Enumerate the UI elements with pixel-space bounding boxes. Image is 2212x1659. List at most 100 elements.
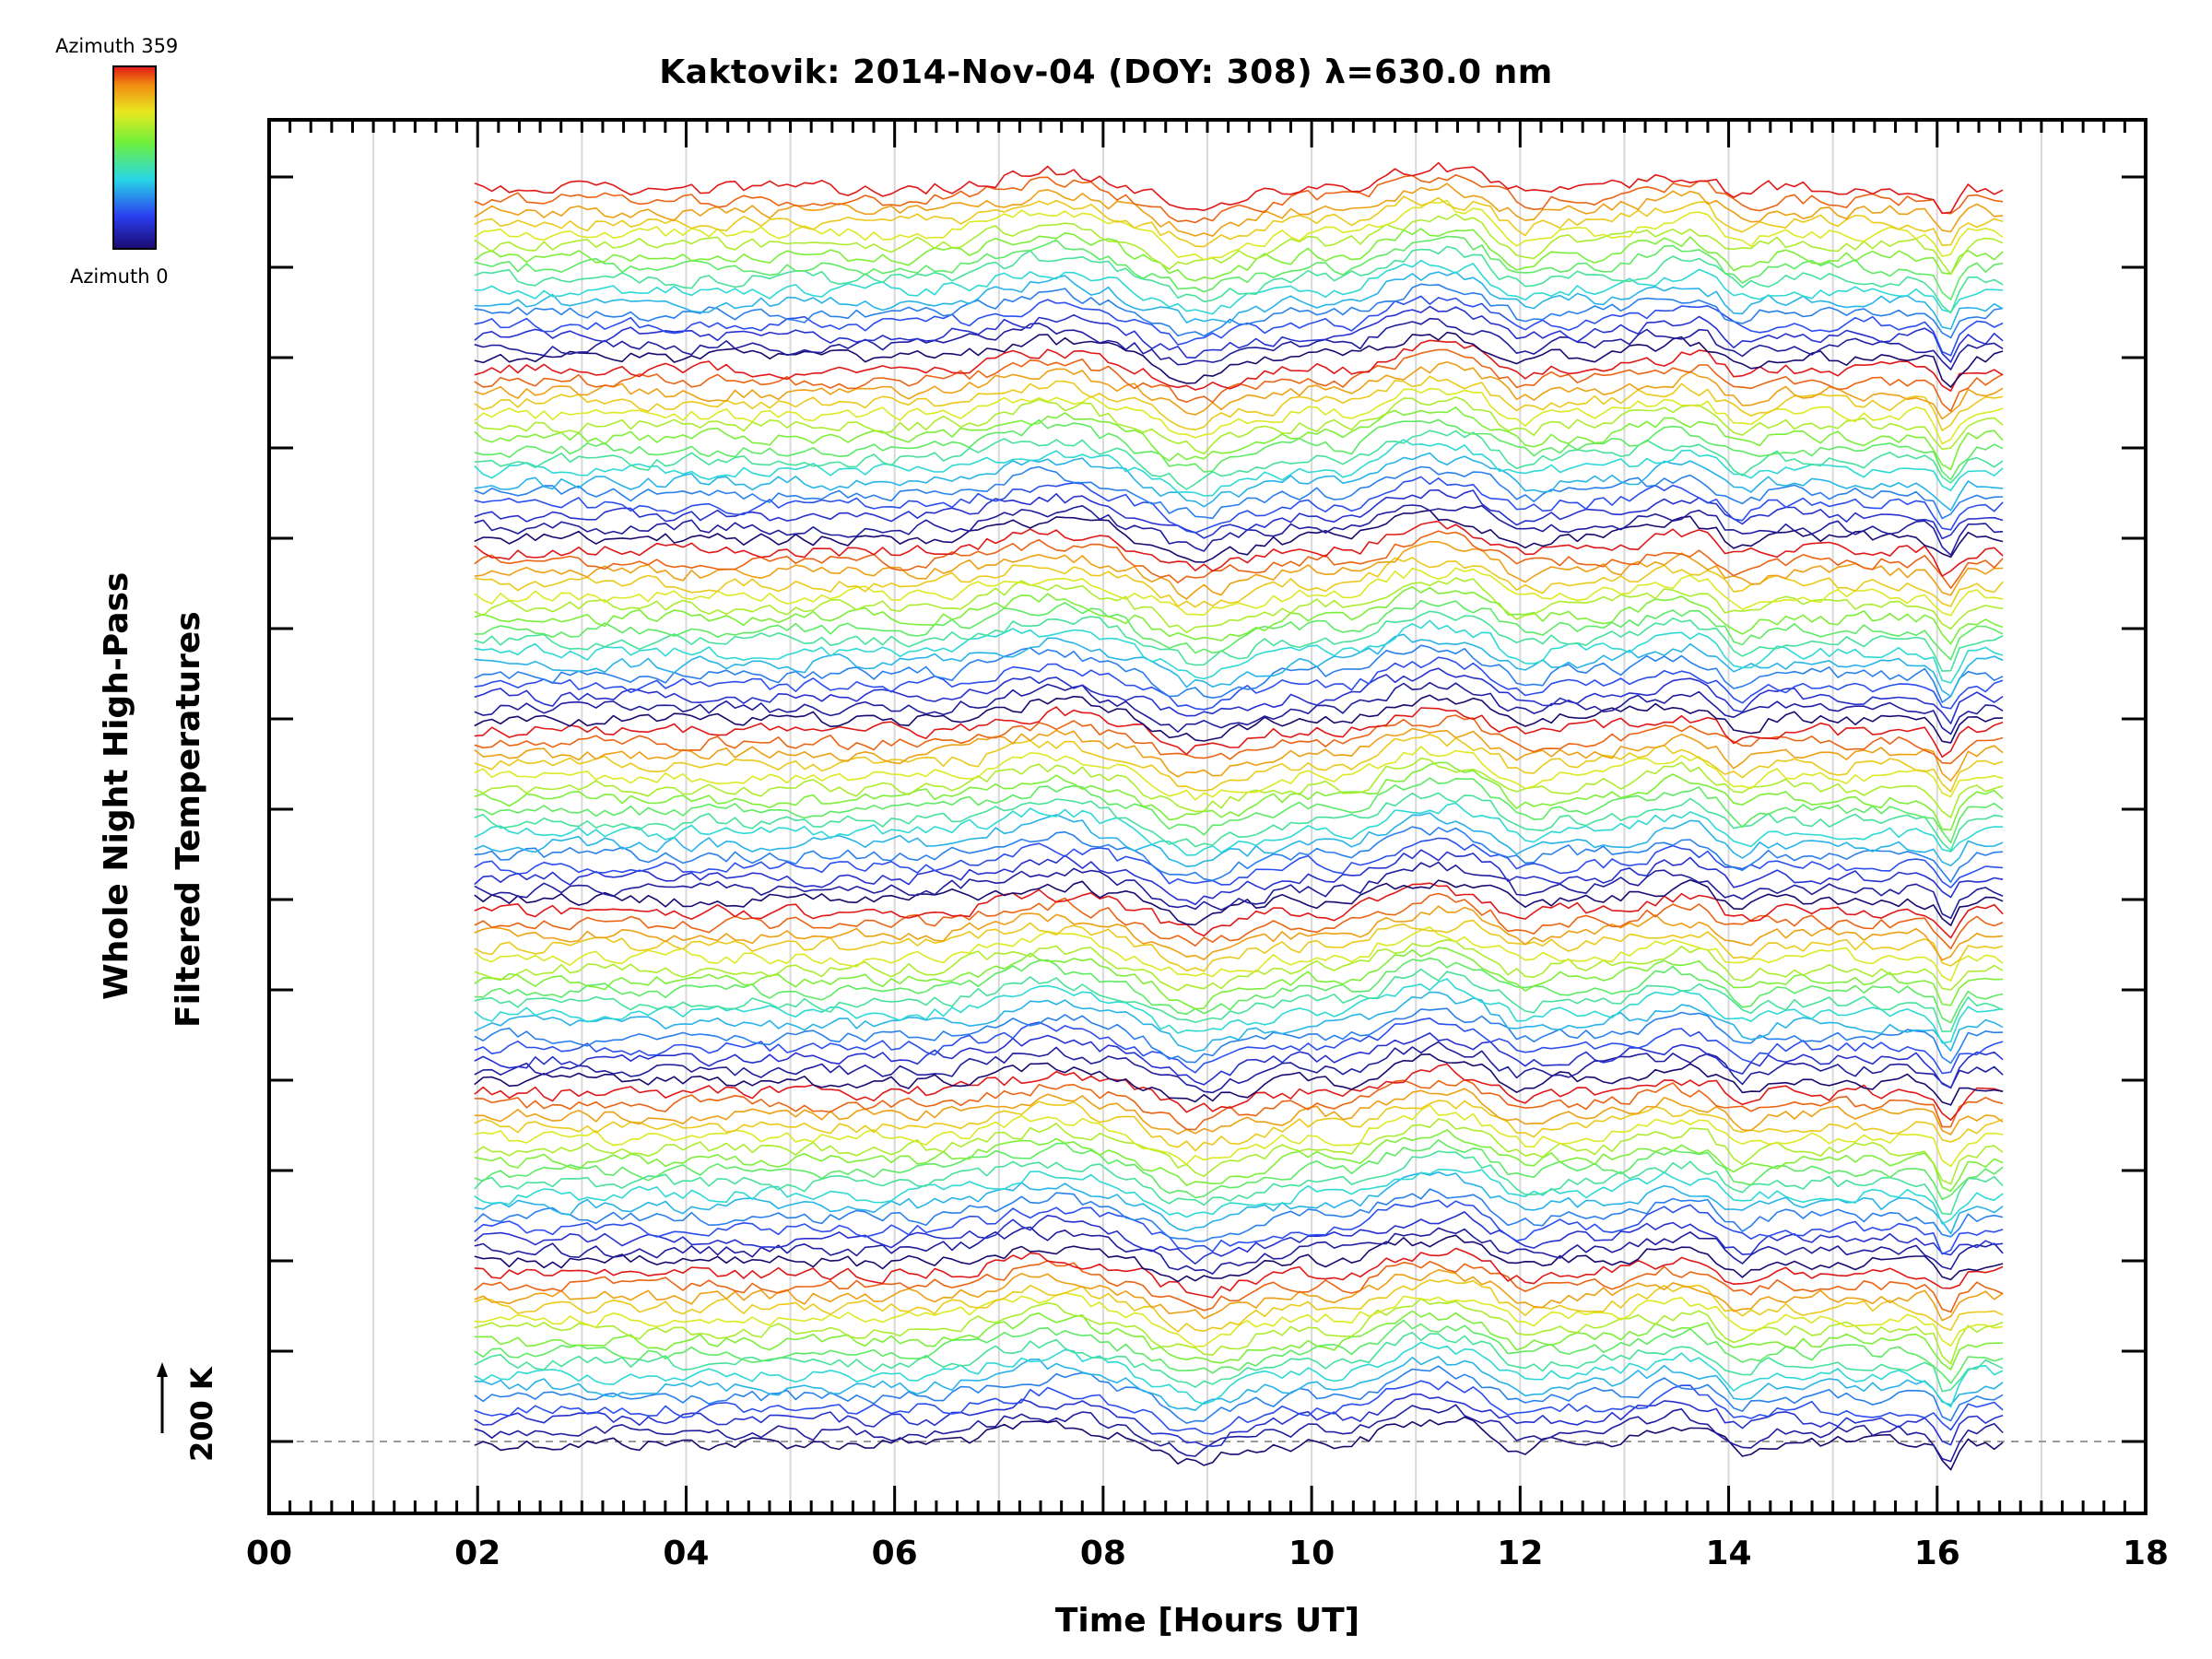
trace-line	[474, 991, 2004, 1053]
x-tick-labels: 00 02 04 06 08 10 12 14 16 18	[246, 1535, 2169, 1572]
trace-line	[474, 586, 2004, 645]
x-tick-label-04: 04	[663, 1535, 709, 1572]
trace-line	[474, 947, 2004, 1010]
axis-ticks	[267, 120, 2147, 1513]
trace-line	[474, 714, 2004, 765]
x-tick-label-08: 08	[1080, 1535, 1126, 1572]
trace-line	[474, 520, 2004, 577]
x-tick-label-18: 18	[2123, 1535, 2169, 1572]
trace-line	[474, 1139, 2004, 1201]
vertical-gridlines	[372, 120, 2042, 1513]
x-axis-label: Time [Hours UT]	[1054, 1602, 1360, 1640]
trace-line	[474, 1226, 2004, 1275]
trace-line	[474, 1211, 2004, 1265]
colorbar	[112, 65, 157, 250]
trace-line	[474, 1169, 2004, 1225]
trace-line	[474, 826, 2004, 883]
trace-line	[474, 406, 2004, 471]
trace-line	[474, 633, 2004, 698]
trace-line	[474, 905, 2004, 961]
trace-line	[474, 1260, 2004, 1313]
y-axis-label-line2: Filtered Temperatures	[170, 611, 207, 1028]
trace-line	[474, 812, 2004, 868]
trace-line	[474, 1298, 2004, 1365]
trace-line	[474, 305, 2004, 363]
trace-line	[474, 694, 2004, 744]
trace-line	[474, 361, 2004, 420]
trace-line	[474, 656, 2004, 711]
x-tick-label-06: 06	[872, 1535, 918, 1572]
trace-line	[474, 1269, 2004, 1322]
trace-line	[474, 348, 2004, 412]
trace-line	[474, 706, 2004, 759]
trace-line	[474, 1188, 2004, 1242]
trace-line	[474, 182, 2004, 238]
trace-line	[474, 599, 2004, 661]
trace-line	[474, 849, 2004, 906]
trace-line	[474, 777, 2004, 844]
trace-line	[474, 1088, 2004, 1135]
trace-line	[474, 1078, 2004, 1131]
trace-line	[474, 213, 2004, 276]
trace-line	[474, 1310, 2004, 1371]
trace-line	[474, 1104, 2004, 1168]
trace-line	[474, 1007, 2004, 1065]
trace-line	[474, 1018, 2004, 1075]
trace-line	[474, 746, 2004, 801]
trace-line	[474, 1393, 2004, 1447]
x-tick-label-12: 12	[1497, 1535, 1543, 1572]
trace-line	[474, 509, 2004, 563]
trace-line	[474, 1118, 2004, 1185]
trace-line	[474, 968, 2004, 1032]
trace-line	[474, 235, 2004, 301]
trace-line	[474, 926, 2004, 982]
trace-line	[474, 1404, 2004, 1463]
trace-line	[474, 418, 2004, 481]
trace-line	[474, 199, 2004, 261]
trace-line	[474, 577, 2004, 634]
trace-line	[474, 1247, 2004, 1299]
trace-line	[474, 734, 2004, 793]
temperature-traces	[474, 161, 2004, 1471]
trace-line	[474, 396, 2004, 455]
trace-line	[474, 283, 2004, 339]
trace-line	[474, 375, 2004, 431]
trace-line	[474, 1063, 2004, 1122]
trace-line	[474, 1319, 2004, 1384]
trace-line	[474, 1234, 2004, 1283]
trace-line	[474, 1416, 2004, 1471]
scale-bar-label: 200 K	[184, 1367, 219, 1462]
trace-line	[474, 878, 2004, 926]
trace-line	[474, 761, 2004, 831]
trace-line	[474, 259, 2004, 315]
y-axis-label-line1: Whole Night High-Pass	[98, 571, 135, 1000]
trace-line	[474, 1199, 2004, 1255]
trace-line	[474, 339, 2004, 393]
trace-line	[474, 245, 2004, 314]
trace-line	[474, 681, 2004, 735]
trace-line	[474, 1278, 2004, 1333]
trace-line	[474, 978, 2004, 1044]
trace-line	[474, 439, 2004, 497]
x-tick-label-02: 02	[454, 1535, 500, 1572]
chart-title: Kaktovik: 2014-Nov-04 (DOY: 308) λ=630.0…	[659, 53, 1553, 91]
trace-line	[474, 465, 2004, 520]
x-tick-label-00: 00	[246, 1535, 292, 1572]
trace-line	[474, 1053, 2004, 1106]
trace-line	[474, 1171, 2004, 1235]
trace-line	[474, 957, 2004, 1024]
trace-line	[474, 1380, 2004, 1435]
trace-line	[474, 610, 2004, 672]
scale-arrow	[157, 1362, 168, 1433]
trace-line	[474, 228, 2004, 282]
trace-line	[474, 892, 2004, 950]
trace-line	[474, 861, 2004, 920]
trace-line	[474, 667, 2004, 724]
trace-line	[474, 802, 2004, 856]
trace-line	[474, 938, 2004, 992]
trace-line	[474, 387, 2004, 445]
trace-line	[474, 567, 2004, 617]
trace-line	[474, 530, 2004, 590]
trace-line	[474, 619, 2004, 684]
